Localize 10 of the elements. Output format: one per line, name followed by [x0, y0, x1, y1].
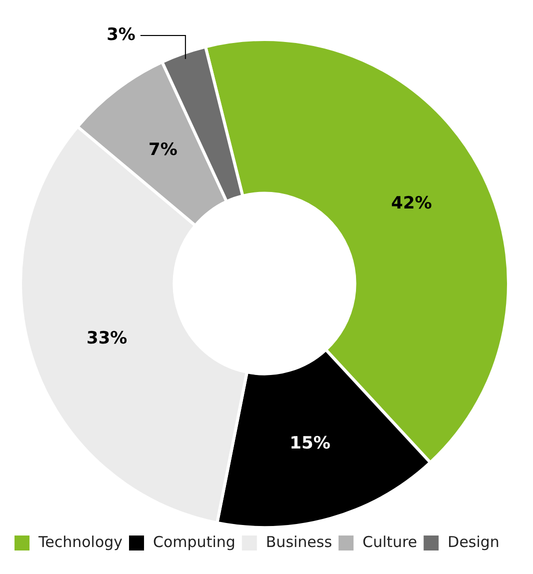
legend-label: Computing	[153, 532, 236, 551]
legend-label: Design	[448, 532, 500, 551]
data-label: 33%	[86, 328, 128, 348]
data-label: 15%	[290, 434, 330, 454]
legend-label: Culture	[362, 532, 418, 551]
data-label: 3%	[106, 24, 136, 45]
legend-label: Technology	[38, 532, 123, 551]
data-label: 7%	[148, 140, 178, 160]
data-label: 42%	[391, 193, 432, 214]
legend-label: Business	[266, 532, 332, 551]
